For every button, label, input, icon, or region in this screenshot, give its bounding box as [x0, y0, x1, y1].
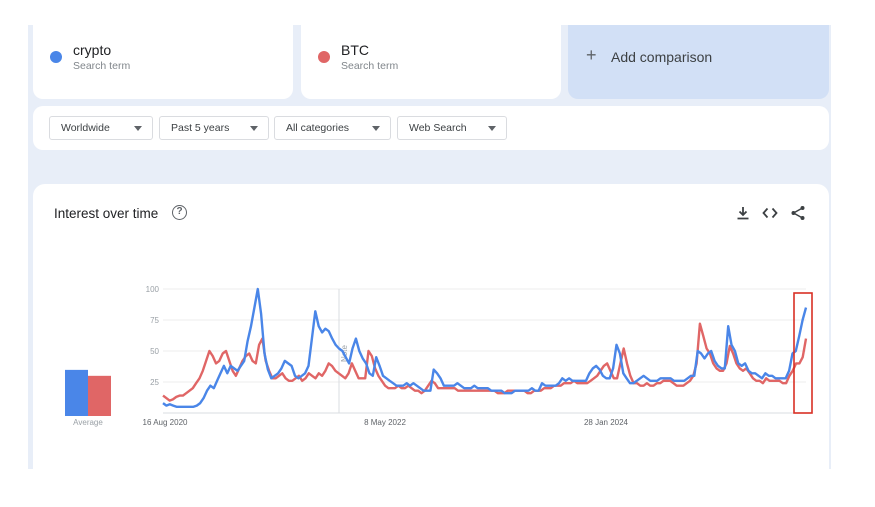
average-bar-btc — [88, 375, 111, 416]
caret-down-icon — [372, 126, 380, 131]
highlight-box — [793, 292, 813, 414]
x-axis-ticks: 16 Aug 2020 8 May 2022 28 Jan 2024 — [143, 418, 629, 427]
filter-label: Worldwide — [61, 122, 110, 134]
filter-label: Web Search — [409, 122, 467, 134]
search-term-label: BTC — [341, 42, 369, 58]
embed-icon[interactable] — [761, 204, 779, 222]
caret-down-icon — [134, 126, 142, 131]
caret-down-icon — [488, 126, 496, 131]
search-type-filter-dropdown[interactable]: Web Search — [397, 116, 507, 140]
y-tick-label: 100 — [146, 285, 160, 294]
panel-title: Interest over time — [54, 206, 159, 221]
add-comparison-label: Add comparison — [611, 49, 713, 65]
y-axis-ticks: 100 75 50 25 — [146, 285, 160, 387]
x-tick-label: 8 May 2022 — [364, 418, 406, 427]
chart-grid — [163, 288, 806, 414]
average-bars: Average — [65, 369, 111, 427]
x-tick-label: 28 Jan 2024 — [584, 418, 629, 427]
series-color-dot — [50, 51, 62, 63]
plus-icon: + — [586, 45, 597, 65]
series-color-dot — [318, 51, 330, 63]
filter-bar: Worldwide Past 5 years All categories We… — [33, 106, 829, 150]
search-term-card-btc[interactable]: BTC Search term — [301, 25, 561, 99]
time-range-filter-dropdown[interactable]: Past 5 years — [159, 116, 269, 140]
add-comparison-button[interactable]: + Add comparison — [568, 25, 829, 99]
search-term-label: crypto — [73, 42, 112, 58]
download-icon[interactable] — [734, 204, 752, 222]
search-term-sublabel: Search term — [73, 60, 131, 72]
y-tick-label: 25 — [150, 378, 159, 387]
share-icon[interactable] — [789, 204, 807, 222]
filter-label: All categories — [286, 122, 350, 134]
y-tick-label: 50 — [150, 347, 159, 356]
filter-label: Past 5 years — [171, 122, 230, 134]
search-term-card-crypto[interactable]: crypto Search term — [33, 25, 293, 99]
search-term-sublabel: Search term — [341, 60, 399, 72]
caret-down-icon — [250, 126, 258, 131]
region-filter-dropdown[interactable]: Worldwide — [49, 116, 153, 140]
x-tick-label: 16 Aug 2020 — [143, 418, 188, 427]
y-tick-label: 75 — [150, 316, 159, 325]
average-bar-crypto — [65, 369, 88, 416]
help-icon[interactable]: ? — [172, 205, 187, 220]
series-line-crypto — [162, 287, 808, 408]
interest-over-time-card: Interest over time ? — [33, 184, 829, 469]
category-filter-dropdown[interactable]: All categories — [274, 116, 391, 140]
average-label: Average — [73, 418, 103, 427]
series-lines — [162, 287, 808, 408]
